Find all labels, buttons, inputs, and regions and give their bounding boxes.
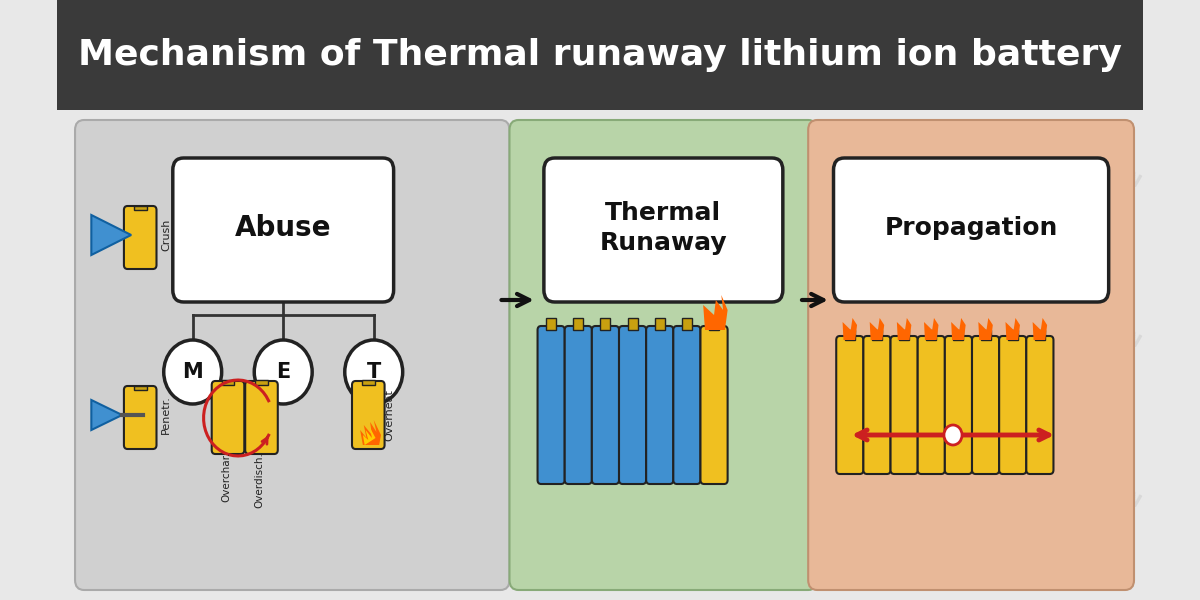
Text: Abuse: Abuse xyxy=(235,214,331,242)
FancyBboxPatch shape xyxy=(1026,336,1054,474)
Text: TYCORUN: TYCORUN xyxy=(690,288,782,352)
Text: TYCORUN: TYCORUN xyxy=(509,448,601,512)
Polygon shape xyxy=(91,400,122,430)
Bar xyxy=(628,318,637,330)
Bar xyxy=(256,380,268,385)
Polygon shape xyxy=(1006,318,1020,340)
Text: Crush: Crush xyxy=(161,219,172,251)
Text: TYCORUN: TYCORUN xyxy=(690,448,782,512)
FancyBboxPatch shape xyxy=(538,326,565,484)
Text: TYCORUN: TYCORUN xyxy=(509,128,601,192)
Polygon shape xyxy=(870,318,884,340)
FancyBboxPatch shape xyxy=(918,336,944,474)
FancyBboxPatch shape xyxy=(56,0,1144,110)
Text: TYCORUN: TYCORUN xyxy=(509,288,601,352)
FancyBboxPatch shape xyxy=(701,326,727,484)
Text: TYCORUN: TYCORUN xyxy=(1051,448,1144,512)
Text: Overheat: Overheat xyxy=(384,389,395,441)
FancyBboxPatch shape xyxy=(619,326,646,484)
FancyBboxPatch shape xyxy=(646,326,673,484)
FancyBboxPatch shape xyxy=(565,326,592,484)
Circle shape xyxy=(344,340,403,404)
Bar xyxy=(872,329,882,340)
FancyBboxPatch shape xyxy=(890,336,918,474)
FancyBboxPatch shape xyxy=(808,120,1134,590)
Polygon shape xyxy=(1033,318,1048,340)
Polygon shape xyxy=(978,318,992,340)
FancyBboxPatch shape xyxy=(972,336,1000,474)
FancyBboxPatch shape xyxy=(836,336,863,474)
Polygon shape xyxy=(360,420,380,445)
Polygon shape xyxy=(952,318,966,340)
Circle shape xyxy=(944,425,962,445)
Text: T: T xyxy=(366,362,380,382)
Text: Penetr.: Penetr. xyxy=(161,395,172,434)
FancyBboxPatch shape xyxy=(544,158,782,302)
Text: M: M xyxy=(182,362,203,382)
Bar xyxy=(1008,329,1018,340)
FancyBboxPatch shape xyxy=(211,381,245,454)
Bar xyxy=(134,206,146,210)
Polygon shape xyxy=(924,318,938,340)
Bar xyxy=(954,329,964,340)
FancyBboxPatch shape xyxy=(1000,336,1026,474)
Text: Mechanism of Thermal runaway lithium ion battery: Mechanism of Thermal runaway lithium ion… xyxy=(78,38,1122,72)
FancyBboxPatch shape xyxy=(245,381,277,454)
Polygon shape xyxy=(362,428,376,445)
Bar xyxy=(222,380,234,385)
Circle shape xyxy=(254,340,312,404)
FancyBboxPatch shape xyxy=(592,326,619,484)
FancyBboxPatch shape xyxy=(352,381,384,449)
Text: Thermal
Runaway: Thermal Runaway xyxy=(600,201,727,255)
Circle shape xyxy=(163,340,222,404)
Bar xyxy=(845,329,854,340)
Bar xyxy=(1034,329,1045,340)
Text: TYCORUN: TYCORUN xyxy=(690,128,782,192)
Bar xyxy=(926,329,936,340)
Bar xyxy=(655,318,665,330)
FancyBboxPatch shape xyxy=(863,336,890,474)
Bar xyxy=(134,386,146,390)
Polygon shape xyxy=(842,318,857,340)
Text: TYCORUN: TYCORUN xyxy=(328,448,420,512)
Text: TYCORUN: TYCORUN xyxy=(870,288,964,352)
Text: Propagation: Propagation xyxy=(884,216,1057,240)
Text: E: E xyxy=(276,362,290,382)
Text: TYCORUN: TYCORUN xyxy=(870,128,964,192)
Text: TYCORUN: TYCORUN xyxy=(146,288,239,352)
Text: Overchar.: Overchar. xyxy=(222,452,232,502)
Bar xyxy=(709,318,719,330)
Bar xyxy=(899,329,910,340)
FancyBboxPatch shape xyxy=(834,158,1109,302)
Bar xyxy=(980,329,990,340)
Bar xyxy=(362,380,374,385)
Text: TYCORUN: TYCORUN xyxy=(328,128,420,192)
Text: TYCORUN: TYCORUN xyxy=(146,448,239,512)
Text: Overdisch.: Overdisch. xyxy=(254,452,264,508)
FancyBboxPatch shape xyxy=(124,206,156,269)
Text: TYCORUN: TYCORUN xyxy=(1051,128,1144,192)
Text: TYCORUN: TYCORUN xyxy=(870,448,964,512)
Text: TYCORUN: TYCORUN xyxy=(1051,288,1144,352)
FancyBboxPatch shape xyxy=(673,326,701,484)
FancyBboxPatch shape xyxy=(944,336,972,474)
FancyBboxPatch shape xyxy=(173,158,394,302)
FancyBboxPatch shape xyxy=(510,120,817,590)
Bar xyxy=(600,318,611,330)
FancyBboxPatch shape xyxy=(76,120,510,590)
Polygon shape xyxy=(703,295,727,330)
Text: TYCORUN: TYCORUN xyxy=(328,288,420,352)
Bar xyxy=(574,318,583,330)
Bar xyxy=(546,318,556,330)
FancyBboxPatch shape xyxy=(124,386,156,449)
Bar xyxy=(682,318,692,330)
Text: TYCORUN: TYCORUN xyxy=(146,128,239,192)
Polygon shape xyxy=(896,318,911,340)
Polygon shape xyxy=(91,215,131,255)
